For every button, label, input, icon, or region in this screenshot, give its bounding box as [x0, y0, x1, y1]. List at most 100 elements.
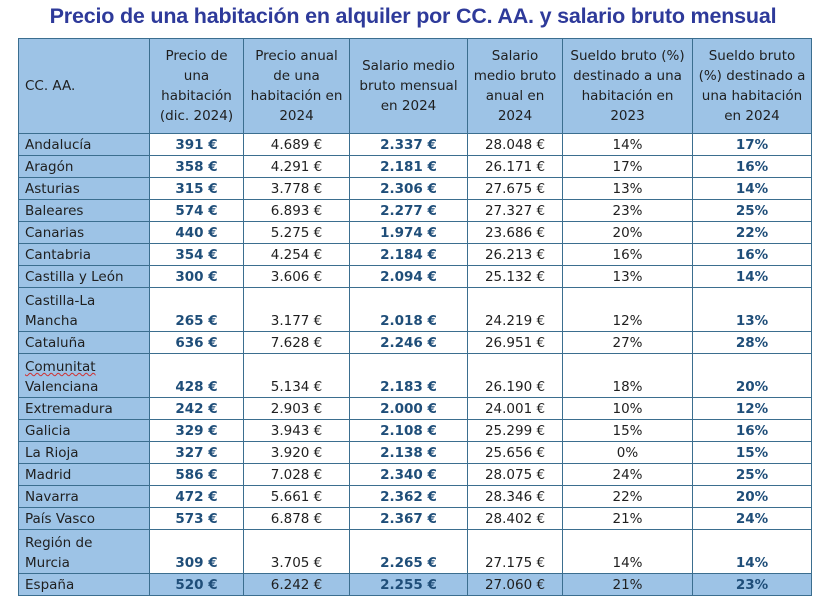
room-price-cell: 309 €: [149, 529, 244, 574]
region-cell: Navarra: [18, 485, 150, 508]
annual-room-price-cell: 3.943 €: [243, 419, 350, 442]
total-row: España 520 € 6.242 € 2.255 € 27.060 € 21…: [18, 573, 812, 596]
table-row: Comunitat Valenciana 428 € 5.134 € 2.183 …: [18, 353, 812, 398]
room-price-cell: 354 €: [149, 243, 244, 266]
annual-room-price-cell: 5.661 €: [243, 485, 350, 508]
table-row: La Rioja 327 € 3.920 € 2.138 € 25.656 € …: [18, 441, 812, 464]
annual-salary-cell: 25.656 €: [467, 441, 563, 464]
region-cell: Región de Murcia: [18, 529, 150, 574]
region-cell: Aragón: [18, 155, 150, 178]
annual-salary-cell: 25.299 €: [467, 419, 563, 442]
annual-room-price-cell: 3.920 €: [243, 441, 350, 464]
table-row: Navarra 472 € 5.661 € 2.362 € 28.346 € 2…: [18, 485, 812, 508]
annual-salary-cell: 28.346 €: [467, 485, 563, 508]
annual-room-price-cell: 6.893 €: [243, 199, 350, 222]
region-cell: Baleares: [18, 199, 150, 222]
region-cell: La Rioja: [18, 441, 150, 464]
pct-2024-cell: 17%: [692, 133, 812, 156]
pct-2023-cell: 15%: [562, 419, 693, 442]
pct-2024-cell: 25%: [692, 463, 812, 486]
annual-salary-cell: 27.175 €: [467, 529, 563, 574]
header-region: CC. AA.: [18, 38, 150, 134]
region-cell: Castilla y León: [18, 265, 150, 288]
region-cell: Cantabria: [18, 243, 150, 266]
header-monthly-salary: Salario medio bruto mensual en 2024: [349, 38, 468, 134]
annual-room-price-cell: 3.177 €: [243, 287, 350, 332]
table-row: Baleares 574 € 6.893 € 2.277 € 27.327 € …: [18, 199, 812, 222]
pct-2024-cell: 14%: [692, 265, 812, 288]
pct-2024-cell: 16%: [692, 243, 812, 266]
annual-room-price-cell: 7.028 €: [243, 463, 350, 486]
page-title: Precio de una habitación en alquiler por…: [49, 4, 777, 28]
room-price-cell: 327 €: [149, 441, 244, 464]
pct-2023-cell: 23%: [562, 199, 693, 222]
room-price-cell: 358 €: [149, 155, 244, 178]
table-row: Castilla y León 300 € 3.606 € 2.094 € 25…: [18, 265, 812, 288]
region-cell: Castilla-La Mancha: [18, 287, 150, 332]
pct-2023-cell: 21%: [562, 573, 693, 596]
table-row: Región de Murcia 309 € 3.705 € 2.265 € 27…: [18, 529, 812, 574]
region-line-2: Murcia: [25, 555, 70, 571]
pct-2023-cell: 27%: [562, 331, 693, 354]
annual-salary-cell: 28.075 €: [467, 463, 563, 486]
annual-room-price-cell: 4.291 €: [243, 155, 350, 178]
pct-2024-cell: 24%: [692, 507, 812, 530]
room-price-cell: 242 €: [149, 397, 244, 420]
pct-2023-cell: 20%: [562, 221, 693, 244]
header-pct-2023: Sueldo bruto (%) destinado a una habitac…: [562, 38, 693, 134]
table-row: Castilla-La Mancha 265 € 3.177 € 2.018 € …: [18, 287, 812, 332]
pct-2023-cell: 21%: [562, 507, 693, 530]
pct-2024-cell: 13%: [692, 287, 812, 332]
annual-salary-cell: 26.190 €: [467, 353, 563, 398]
annual-salary-cell: 27.675 €: [467, 177, 563, 200]
annual-room-price-cell: 3.705 €: [243, 529, 350, 574]
monthly-salary-cell: 2.337 €: [349, 133, 468, 156]
room-price-cell: 573 €: [149, 507, 244, 530]
pct-2023-cell: 18%: [562, 353, 693, 398]
annual-salary-cell: 23.686 €: [467, 221, 563, 244]
table-row: Madrid 586 € 7.028 € 2.340 € 28.075 € 24…: [18, 463, 812, 486]
monthly-salary-cell: 2.277 €: [349, 199, 468, 222]
region-cell: Andalucía: [18, 133, 150, 156]
annual-salary-cell: 26.171 €: [467, 155, 563, 178]
room-price-cell: 440 €: [149, 221, 244, 244]
monthly-salary-cell: 2.362 €: [349, 485, 468, 508]
annual-salary-cell: 25.132 €: [467, 265, 563, 288]
pct-2023-cell: 13%: [562, 177, 693, 200]
monthly-salary-cell: 2.367 €: [349, 507, 468, 530]
header-pct-2024: Sueldo bruto (%) destinado a una habitac…: [692, 38, 812, 134]
header-room-price: Precio de una habitación (dic. 2024): [149, 38, 244, 134]
table-row: Aragón 358 € 4.291 € 2.181 € 26.171 € 17…: [18, 155, 812, 178]
table-row: Cataluña 636 € 7.628 € 2.246 € 26.951 € …: [18, 331, 812, 354]
annual-room-price-cell: 4.254 €: [243, 243, 350, 266]
pct-2024-cell: 23%: [692, 573, 812, 596]
room-price-cell: 472 €: [149, 485, 244, 508]
pct-2023-cell: 14%: [562, 133, 693, 156]
monthly-salary-cell: 2.000 €: [349, 397, 468, 420]
pct-2023-cell: 17%: [562, 155, 693, 178]
pct-2023-cell: 13%: [562, 265, 693, 288]
monthly-salary-cell: 2.184 €: [349, 243, 468, 266]
annual-room-price-cell: 3.606 €: [243, 265, 350, 288]
annual-salary-cell: 26.213 €: [467, 243, 563, 266]
monthly-salary-cell: 2.108 €: [349, 419, 468, 442]
region-cell: Comunitat Valenciana: [18, 353, 150, 398]
annual-room-price-cell: 5.134 €: [243, 353, 350, 398]
pct-2024-cell: 28%: [692, 331, 812, 354]
pct-2024-cell: 14%: [692, 177, 812, 200]
annual-salary-cell: 26.951 €: [467, 331, 563, 354]
pct-2023-cell: 0%: [562, 441, 693, 464]
pct-2023-cell: 14%: [562, 529, 693, 574]
room-price-cell: 636 €: [149, 331, 244, 354]
room-price-cell: 574 €: [149, 199, 244, 222]
region-line-1: Comunitat: [25, 359, 96, 375]
pct-2024-cell: 25%: [692, 199, 812, 222]
region-cell: Asturias: [18, 177, 150, 200]
monthly-salary-cell: 2.265 €: [349, 529, 468, 574]
region-cell: Cataluña: [18, 331, 150, 354]
annual-room-price-cell: 2.903 €: [243, 397, 350, 420]
region-cell: España: [18, 573, 150, 596]
annual-room-price-cell: 5.275 €: [243, 221, 350, 244]
table-row: Asturias 315 € 3.778 € 2.306 € 27.675 € …: [18, 177, 812, 200]
monthly-salary-cell: 2.306 €: [349, 177, 468, 200]
